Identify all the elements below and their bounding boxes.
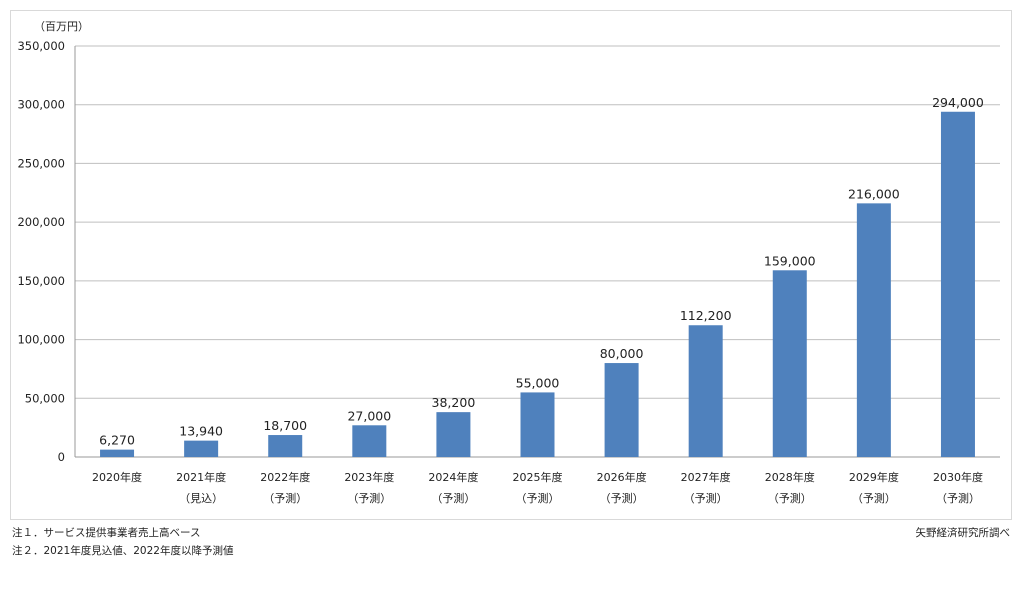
x-tick-label: 2023年度	[344, 470, 394, 484]
x-tick-sublabel: （予測）	[852, 491, 896, 505]
bar	[352, 425, 387, 457]
data-label: 216,000	[848, 186, 900, 201]
x-tick-sublabel: （予測）	[768, 491, 812, 505]
x-tick-label: 2028年度	[765, 470, 815, 484]
x-tick-sublabel: （予測）	[936, 491, 980, 505]
bar	[940, 111, 975, 457]
bar-chart: （百万円） 0 50,000 100,000 150,000 200,000 250,00…	[17, 20, 1000, 505]
chart-frame	[10, 10, 1012, 520]
data-label: 294,000	[932, 95, 984, 110]
bar	[772, 270, 807, 457]
y-tick-label: 0	[58, 450, 65, 464]
x-tick-labels: 2020年度 2021年度 （見込） 2022年度 （予測） 2023年度 （予測） 2024…	[92, 470, 983, 505]
data-label: 18,700	[263, 418, 307, 433]
x-tick-label: 2020年度	[92, 470, 142, 484]
bar	[688, 325, 723, 457]
y-tick-labels: 0 50,000 100,000 150,000 200,000 250,000 300,0…	[17, 39, 65, 464]
x-tick-label: 2024年度	[428, 470, 478, 484]
bar	[604, 363, 639, 457]
bar	[184, 440, 219, 457]
x-tick-label: 2030年度	[933, 470, 983, 484]
data-label: 13,940	[179, 424, 223, 439]
x-tick-sublabel: （予測）	[263, 491, 307, 505]
bar	[100, 449, 135, 457]
bar	[856, 203, 891, 457]
x-tick-label: 2022年度	[260, 470, 310, 484]
data-label: 112,200	[680, 308, 732, 323]
x-tick-sublabel: （予測）	[516, 491, 560, 505]
y-tick-label: 100,000	[17, 333, 65, 347]
y-tick-label: 300,000	[17, 98, 65, 112]
bar	[268, 435, 303, 457]
x-tick-label: 2026年度	[597, 470, 647, 484]
gridlines	[75, 45, 1000, 399]
data-label: 6,270	[99, 433, 135, 448]
y-tick-label: 350,000	[17, 39, 65, 53]
bar	[436, 412, 471, 457]
footnote-2: 注２．2021年度見込値、2022年度以降予測値	[12, 545, 234, 557]
x-tick-label: 2029年度	[849, 470, 899, 484]
x-tick-sublabel: （予測）	[431, 491, 475, 505]
x-tick-sublabel: （予測）	[347, 491, 391, 505]
unit-label: （百万円）	[34, 20, 89, 33]
x-tick-sublabel: （予測）	[684, 491, 728, 505]
x-tick-sublabel: （見込）	[179, 492, 223, 505]
x-tick-label: 2025年度	[513, 470, 563, 484]
y-tick-label: 50,000	[25, 391, 65, 405]
source-note: 矢野経済研究所調べ	[915, 527, 1011, 539]
data-label: 27,000	[347, 408, 391, 423]
data-label: 38,200	[432, 395, 476, 410]
data-label: 159,000	[764, 253, 816, 268]
y-tick-label: 200,000	[17, 215, 65, 229]
x-tick-label: 2027年度	[681, 470, 731, 484]
data-label: 55,000	[516, 375, 560, 390]
footnote-1: 注１．サービス提供事業者売上高ベース	[12, 527, 201, 539]
x-tick-label: 2021年度	[176, 470, 226, 484]
y-tick-label: 150,000	[17, 274, 65, 288]
bars	[100, 111, 975, 457]
data-label: 80,000	[600, 346, 644, 361]
bar	[520, 392, 555, 457]
data-labels: 6,270 13,940 18,700 27,000 38,200 55,000 80,00…	[99, 95, 984, 448]
y-tick-label: 250,000	[17, 156, 65, 170]
x-tick-sublabel: （予測）	[600, 491, 644, 505]
